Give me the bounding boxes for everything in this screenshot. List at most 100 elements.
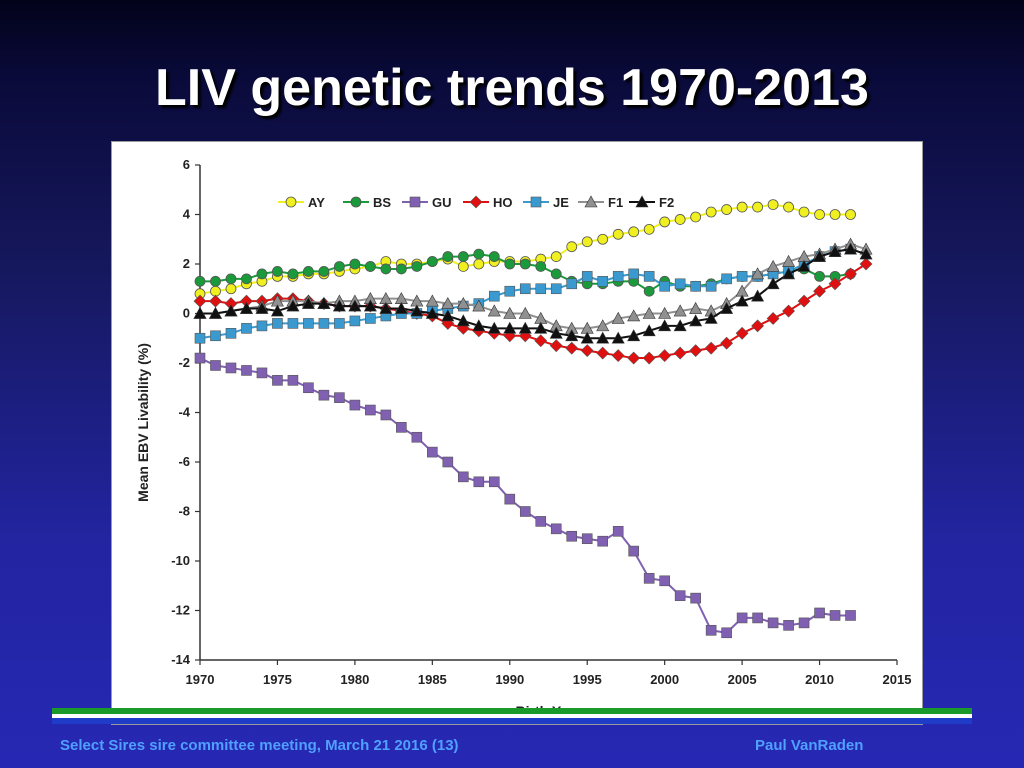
data-point-bs [550,268,562,280]
data-point-je [519,283,531,295]
data-point-f2 [596,331,610,344]
data-point-f1 [611,311,625,324]
data-point-ho [813,284,826,298]
data-point-je [210,330,221,342]
data-point-f2 [828,244,842,257]
data-point-ho [209,294,222,308]
y-tick-label: 6 [183,157,190,172]
data-point-f2 [487,321,501,334]
data-point-bs [395,263,407,275]
data-point-je [365,313,376,324]
legend-label-f1: F1 [608,195,623,210]
data-point-gu [442,456,454,468]
data-point-ay [752,201,763,213]
data-point-f2 [766,277,780,290]
data-point-f2 [317,296,331,309]
data-point-ho [673,346,687,360]
data-point-bs [488,251,500,262]
data-point-je [550,283,562,295]
data-point-ay [581,236,593,248]
series-line-ho [200,263,867,360]
data-point-gu [396,422,407,433]
data-point-ho [534,334,548,348]
data-point-f1 [673,304,687,317]
data-point-bs [535,261,547,272]
data-point-je [690,280,701,292]
data-point-gu [303,382,314,394]
data-point-bs [241,273,252,285]
data-point-f2 [456,314,470,327]
data-point-je [272,318,283,329]
data-point-f2 [425,306,439,319]
data-point-bs [504,258,516,270]
data-point-ho [549,339,563,353]
data-point-f2 [844,242,858,255]
data-point-je [566,278,578,290]
data-point-gu [628,545,639,557]
legend-label-ay: AY [308,195,325,210]
data-point-f2 [627,329,641,342]
data-point-gu [519,506,531,517]
data-point-gu [597,535,609,547]
legend-marker-bs [350,196,362,208]
data-point-f2 [859,247,873,260]
data-point-f2 [611,331,625,344]
data-point-ay [473,258,485,270]
data-point-gu [705,624,717,636]
data-point-gu [287,375,299,386]
data-point-ay [225,283,237,295]
y-tick-label: -14 [171,652,191,667]
data-point-f2 [704,311,718,324]
chart-legend: AY BS GU HO JE F1 F2 [278,195,674,210]
data-point-gu [767,617,779,629]
data-point-bs [333,261,345,272]
slide-title: LIV genetic trends 1970-2013 [155,59,869,117]
data-point-gu [504,493,516,505]
legend-marker-f2 [635,195,649,208]
data-point-ay [736,201,748,213]
data-point-gu [272,375,283,386]
data-point-ho [782,304,796,318]
data-point-ay [659,216,671,228]
data-point-gu [210,360,221,371]
data-point-ay [612,228,624,240]
data-point-f2 [580,331,594,344]
data-point-f2 [673,319,687,332]
data-point-f2 [332,299,346,312]
data-point-gu [365,404,376,416]
legend-label-gu: GU [432,195,452,210]
data-point-f1 [782,254,796,267]
y-tick-label: 0 [183,306,190,321]
data-point-je [674,278,686,290]
y-tick-label: -10 [171,553,190,568]
data-point-ay [628,226,640,238]
data-point-ay [829,209,841,220]
data-point-f1 [751,267,765,280]
data-point-ho [828,277,842,291]
data-point-gu [659,575,670,587]
data-point-f1 [596,319,610,332]
data-point-je [643,271,655,282]
data-point-bs [643,285,655,297]
data-point-f2 [224,304,238,317]
series-line-f1 [200,243,867,330]
data-point-gu [473,476,485,488]
data-point-bs [814,270,825,282]
data-point-f1 [472,299,486,312]
data-point-f1 [503,306,517,319]
legend-marker-gu [409,196,421,208]
data-point-bs [364,261,376,272]
series-line-f2 [200,248,867,340]
data-point-ho [720,336,734,350]
footer-author-text: Paul VanRaden [755,737,864,754]
data-point-f2 [208,306,222,319]
data-point-gu [411,431,423,443]
data-point-je [504,285,516,297]
data-point-gu [535,516,547,527]
data-point-bs [519,258,531,270]
y-tick-label: -12 [171,603,190,618]
footer-stripe-green [52,708,972,714]
data-point-je [597,276,609,287]
data-point-gu [256,367,268,379]
series-f2 [193,242,873,344]
